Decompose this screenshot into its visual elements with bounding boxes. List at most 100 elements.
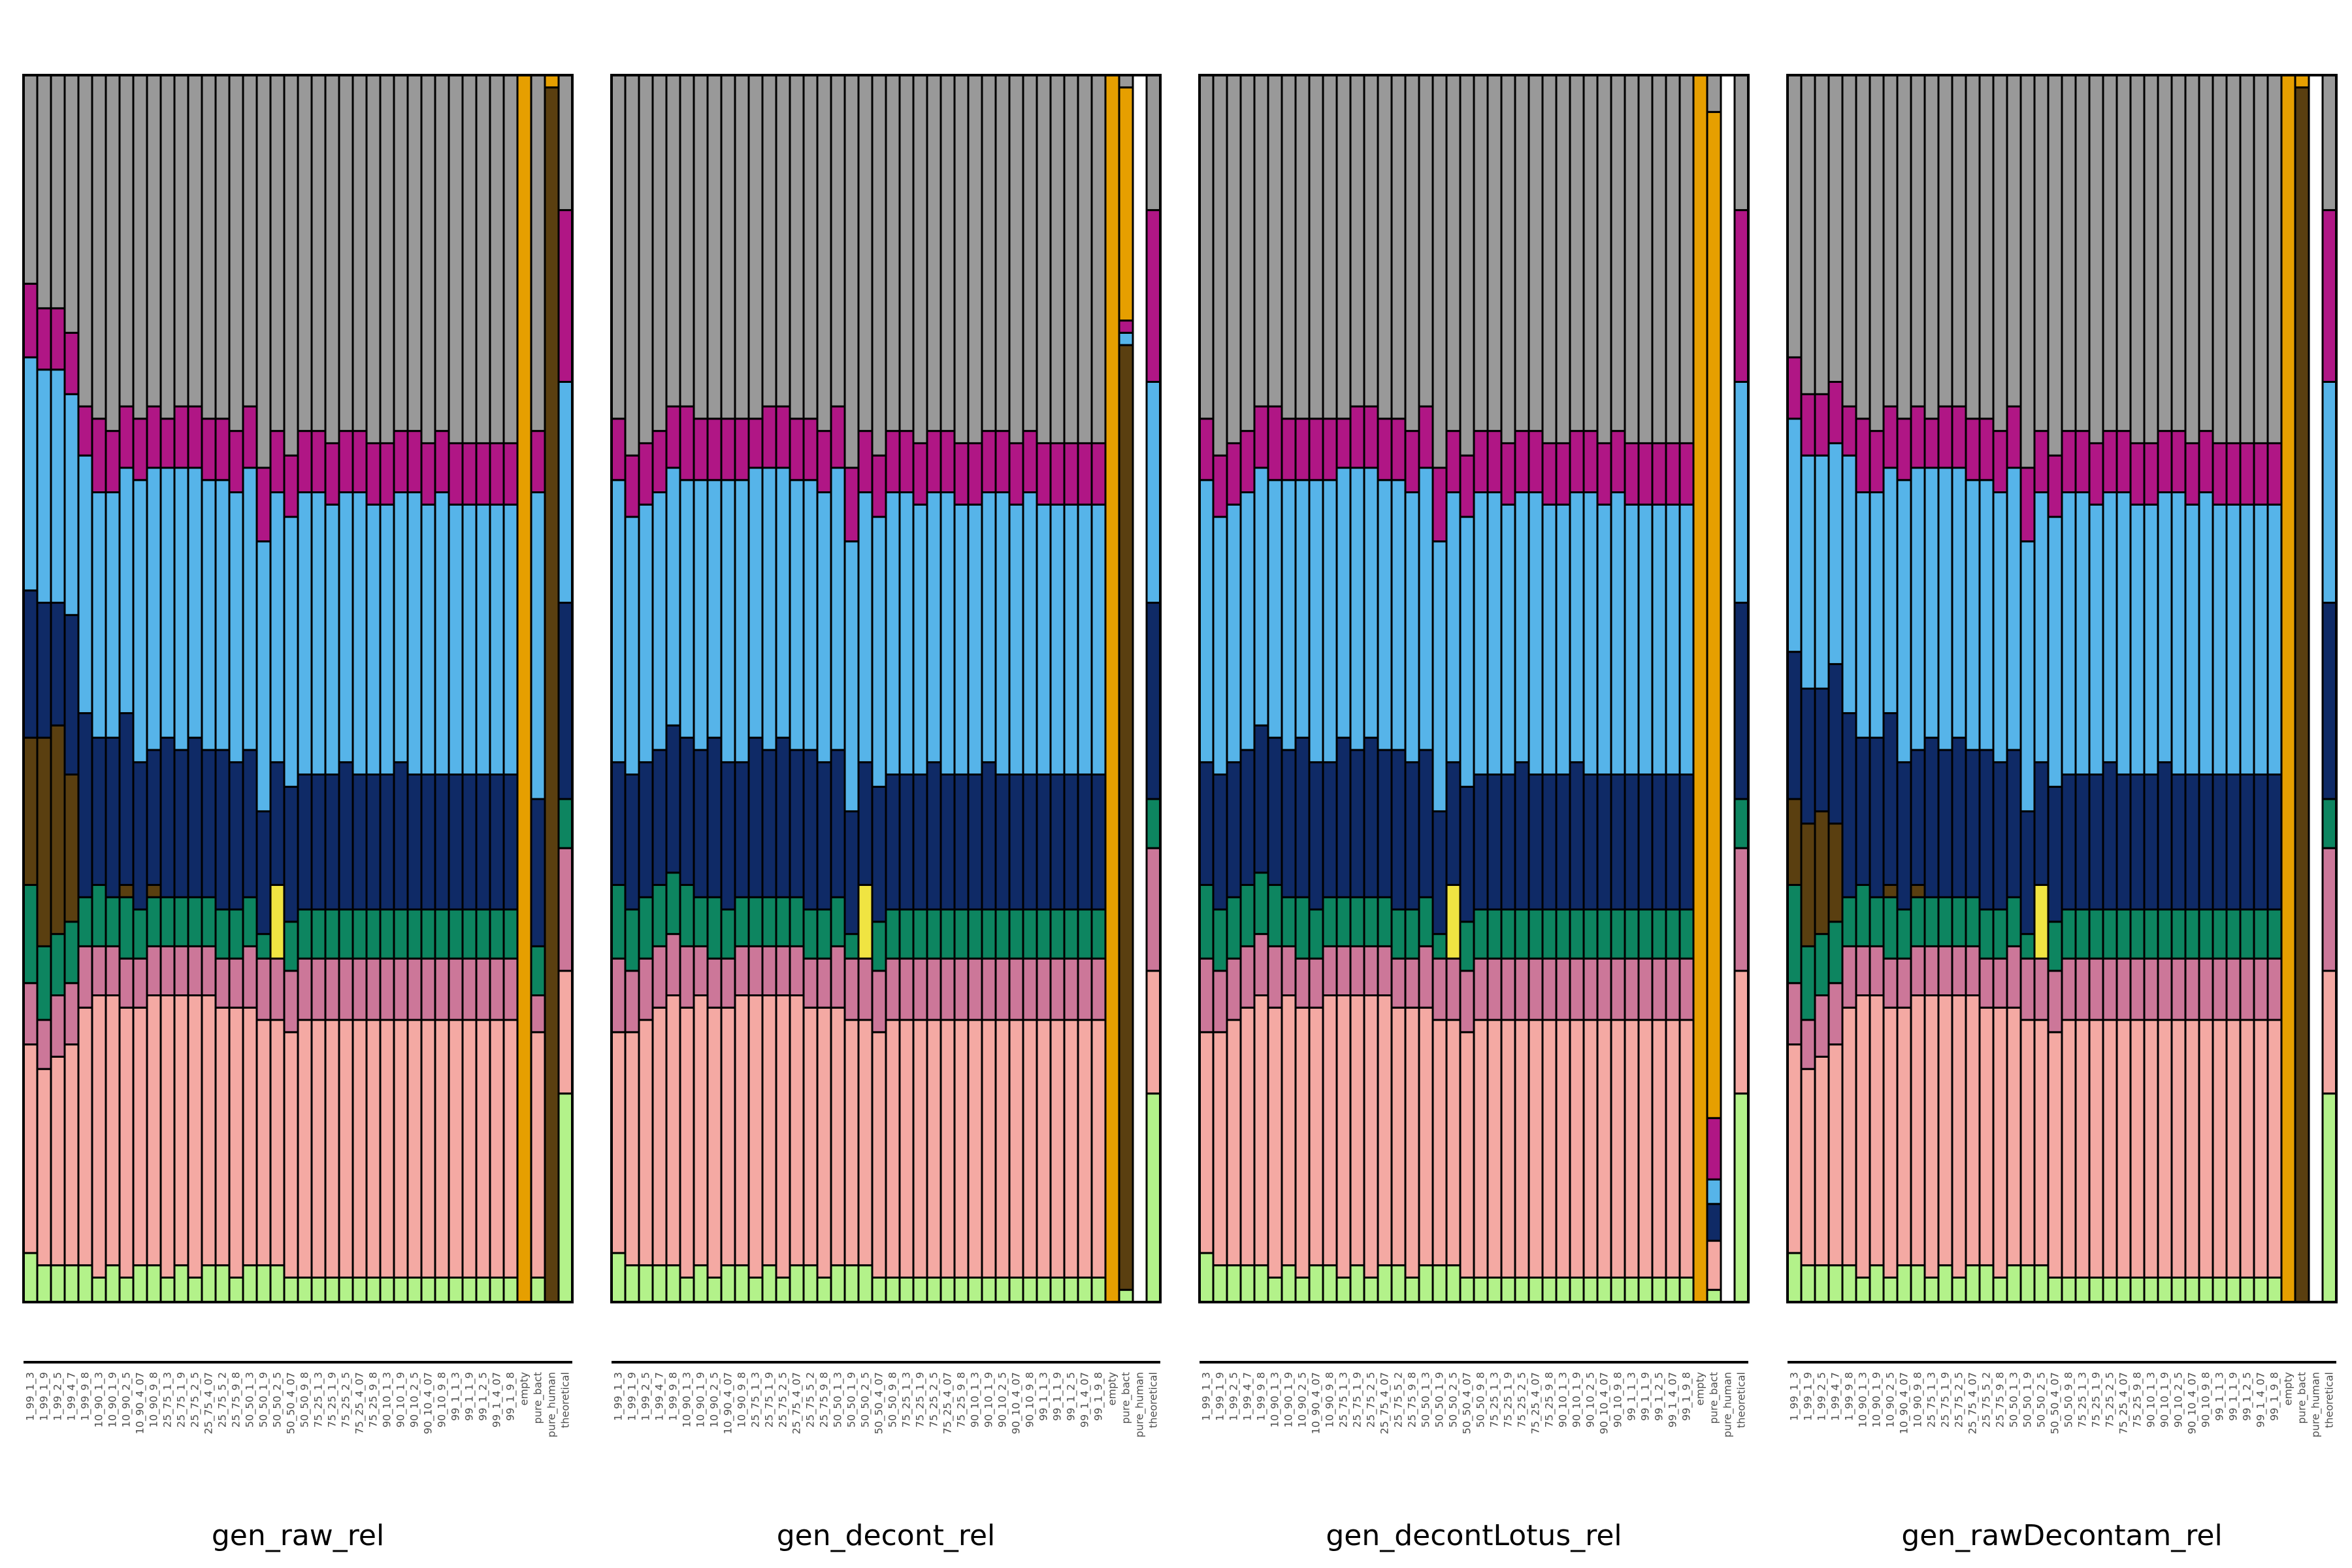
bar-segment <box>1281 994 1297 1267</box>
bar-segment <box>816 761 832 911</box>
bar-segment <box>1335 417 1352 469</box>
bar-segment <box>1882 74 1899 408</box>
x-tick-label: 75_25_1_3 <box>2076 1372 2089 1428</box>
bar-segment <box>1910 749 1926 886</box>
bar-segment <box>2266 74 2283 444</box>
bar-segment <box>1610 1276 1626 1303</box>
bar-segment <box>530 74 546 433</box>
x-tick-label: 75_25_4_07 <box>941 1372 955 1434</box>
bar-segment <box>214 479 231 751</box>
bar-segment <box>857 491 874 764</box>
bar-segment <box>706 74 723 420</box>
bar-segment <box>1596 74 1612 444</box>
bar-segment <box>1390 908 1407 960</box>
bar-segment <box>2157 430 2173 494</box>
bar-segment <box>885 491 901 776</box>
bar-segment <box>1910 945 1926 997</box>
bar-segment <box>1951 466 1967 739</box>
bar-segment <box>1814 1055 1830 1267</box>
bar-segment <box>1800 1068 1816 1267</box>
bar-segment <box>981 430 997 494</box>
x-tick-label: 50_50_2_5 <box>271 1372 284 1428</box>
bar-segment <box>502 908 519 960</box>
bar-segment <box>1992 761 2008 911</box>
bar-segment <box>747 896 764 947</box>
bar-segment <box>146 466 162 751</box>
bar-segment <box>187 405 203 469</box>
bar-segment <box>1473 1019 1489 1279</box>
bar-segment <box>159 994 176 1279</box>
bar-segment <box>789 945 805 997</box>
bar-segment <box>214 417 231 482</box>
x-tick-label: 90_10_4_07 <box>2186 1372 2199 1434</box>
bar-segment <box>159 896 176 947</box>
bar-segment <box>283 1276 299 1303</box>
bar-segment <box>351 908 368 960</box>
bar-segment <box>2074 1276 2091 1303</box>
bar-segment <box>1308 417 1324 482</box>
bar-segment <box>898 908 915 960</box>
bar-segment <box>22 282 39 359</box>
x-tick-label: 1_99_4_7 <box>1241 1372 1254 1421</box>
bar-segment <box>448 442 464 506</box>
bar-segment <box>269 957 286 1021</box>
bar-segment <box>2061 957 2077 1021</box>
bar-segment <box>1212 970 1228 1034</box>
bar-segment <box>461 773 478 911</box>
bar-segment <box>1022 1276 1038 1303</box>
bar-segment <box>530 994 546 1034</box>
bar-segment <box>2294 74 2310 89</box>
bar-segment <box>2170 74 2187 433</box>
x-tick-label: 75_25_1_3 <box>312 1372 325 1428</box>
bar-segment <box>475 442 491 506</box>
bar-segment <box>651 945 668 1009</box>
bar-segment <box>118 712 135 886</box>
bar-segment <box>63 1043 80 1267</box>
bar-segment <box>1665 908 1681 960</box>
bar-segment <box>2088 908 2104 960</box>
panel-frame <box>610 74 1162 1303</box>
bar-segment <box>2321 381 2338 604</box>
x-tick-label: 75_25_9_8 <box>367 1372 380 1428</box>
bar-segment <box>105 736 121 898</box>
bar-segment <box>242 466 258 751</box>
bar-segment <box>255 810 272 936</box>
bar-segment <box>1624 1276 1640 1303</box>
bar-segment <box>448 908 464 960</box>
bar-segment <box>2143 1276 2159 1303</box>
x-tick-label: 1_99_2_5 <box>640 1372 653 1421</box>
bar-segment <box>624 74 640 457</box>
bar-segment <box>2198 430 2214 494</box>
bar-segment <box>1090 1276 1107 1303</box>
x-tick-label: 75_25_2_5 <box>340 1372 353 1428</box>
bar-segment <box>1404 74 1420 433</box>
bar-segment <box>1514 430 1530 494</box>
bar-segment <box>118 957 135 1009</box>
x-tick-label: 10_90_4_07 <box>134 1372 147 1434</box>
bar-segment <box>2321 1092 2338 1303</box>
bar-segment <box>2143 957 2159 1021</box>
bar-segment <box>1992 74 2008 433</box>
bar-segment <box>1377 74 1393 420</box>
bar-segment <box>36 602 52 739</box>
bar-segment <box>475 1276 491 1303</box>
bar-segment <box>283 1031 299 1279</box>
bar-segment <box>2129 1019 2146 1279</box>
bar-segment <box>665 405 681 469</box>
bar-segment <box>761 466 777 751</box>
bar-segment <box>2115 491 2132 776</box>
bar-segment <box>1404 430 1420 494</box>
bar-segment <box>1841 1006 1857 1267</box>
bar-segment <box>118 1006 135 1279</box>
bar-segment <box>283 515 299 788</box>
bar-segment <box>146 994 162 1267</box>
bar-segment <box>1855 883 1871 947</box>
panel-frame <box>1786 74 2338 1303</box>
bar-segment <box>665 872 681 936</box>
bar-segment <box>1514 957 1530 1021</box>
bar-segment <box>1036 1019 1052 1279</box>
bar-segment <box>1869 945 1885 997</box>
bar-segment <box>665 994 681 1267</box>
bar-segment <box>489 442 505 506</box>
